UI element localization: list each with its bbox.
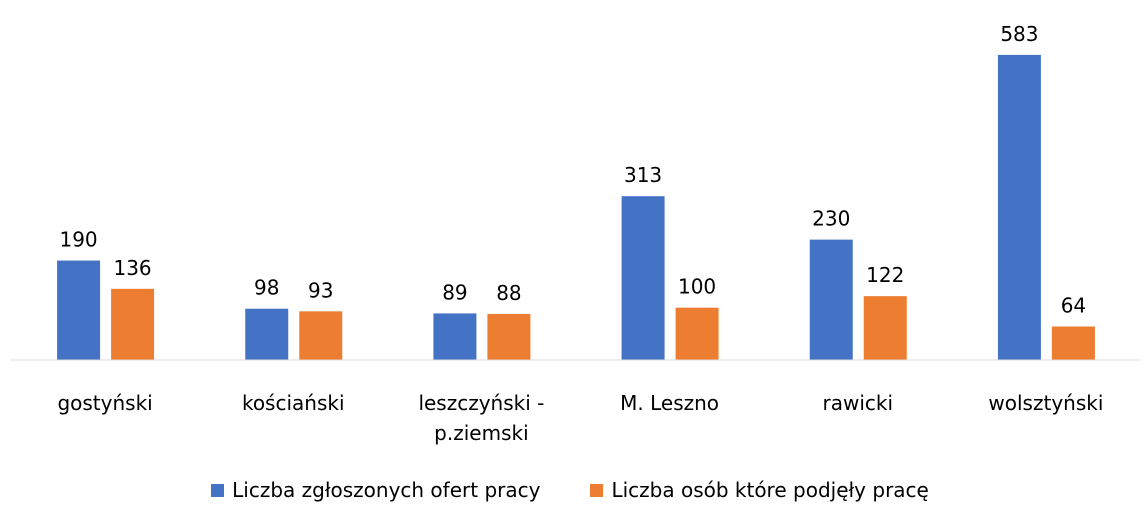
x-tick-label: wolsztyński bbox=[988, 391, 1104, 415]
bar bbox=[809, 239, 853, 360]
bar bbox=[675, 307, 719, 360]
data-label: 93 bbox=[308, 278, 333, 302]
data-label: 136 bbox=[113, 256, 151, 280]
data-label: 122 bbox=[866, 263, 904, 287]
bar bbox=[299, 311, 343, 360]
legend-swatch bbox=[590, 483, 604, 497]
data-label: 98 bbox=[254, 276, 279, 300]
data-label: 190 bbox=[59, 228, 97, 252]
bar bbox=[997, 54, 1041, 360]
bar bbox=[245, 308, 289, 360]
legend-item: Liczba osób które podjęły pracę bbox=[590, 478, 929, 502]
data-label: 313 bbox=[624, 163, 662, 187]
legend-label: Liczba osób które podjęły pracę bbox=[611, 478, 929, 502]
x-tick-label: rawicki bbox=[822, 391, 894, 415]
bar bbox=[621, 196, 665, 360]
x-tick-label: gostyński bbox=[57, 391, 153, 415]
bar bbox=[57, 260, 101, 360]
legend-label: Liczba zgłoszonych ofert pracy bbox=[232, 478, 541, 502]
data-label: 64 bbox=[1061, 294, 1086, 318]
bar bbox=[433, 313, 477, 360]
data-label: 89 bbox=[442, 280, 467, 304]
bar bbox=[1051, 326, 1095, 360]
data-label: 583 bbox=[1000, 22, 1038, 46]
x-tick-label: kościański bbox=[241, 391, 345, 415]
data-label: 88 bbox=[496, 281, 521, 305]
legend: Liczba zgłoszonych ofert pracy Liczba osó… bbox=[0, 478, 1140, 502]
bar bbox=[111, 288, 155, 360]
bar bbox=[863, 296, 907, 360]
data-label: 230 bbox=[812, 207, 850, 231]
legend-item: Liczba zgłoszonych ofert pracy bbox=[211, 478, 540, 502]
x-tick-label: leszczyński - p.ziemski bbox=[418, 391, 545, 445]
data-label: 100 bbox=[678, 275, 716, 299]
x-tick-label: M. Leszno bbox=[620, 391, 720, 415]
bar bbox=[487, 313, 531, 360]
legend-swatch bbox=[211, 483, 225, 497]
